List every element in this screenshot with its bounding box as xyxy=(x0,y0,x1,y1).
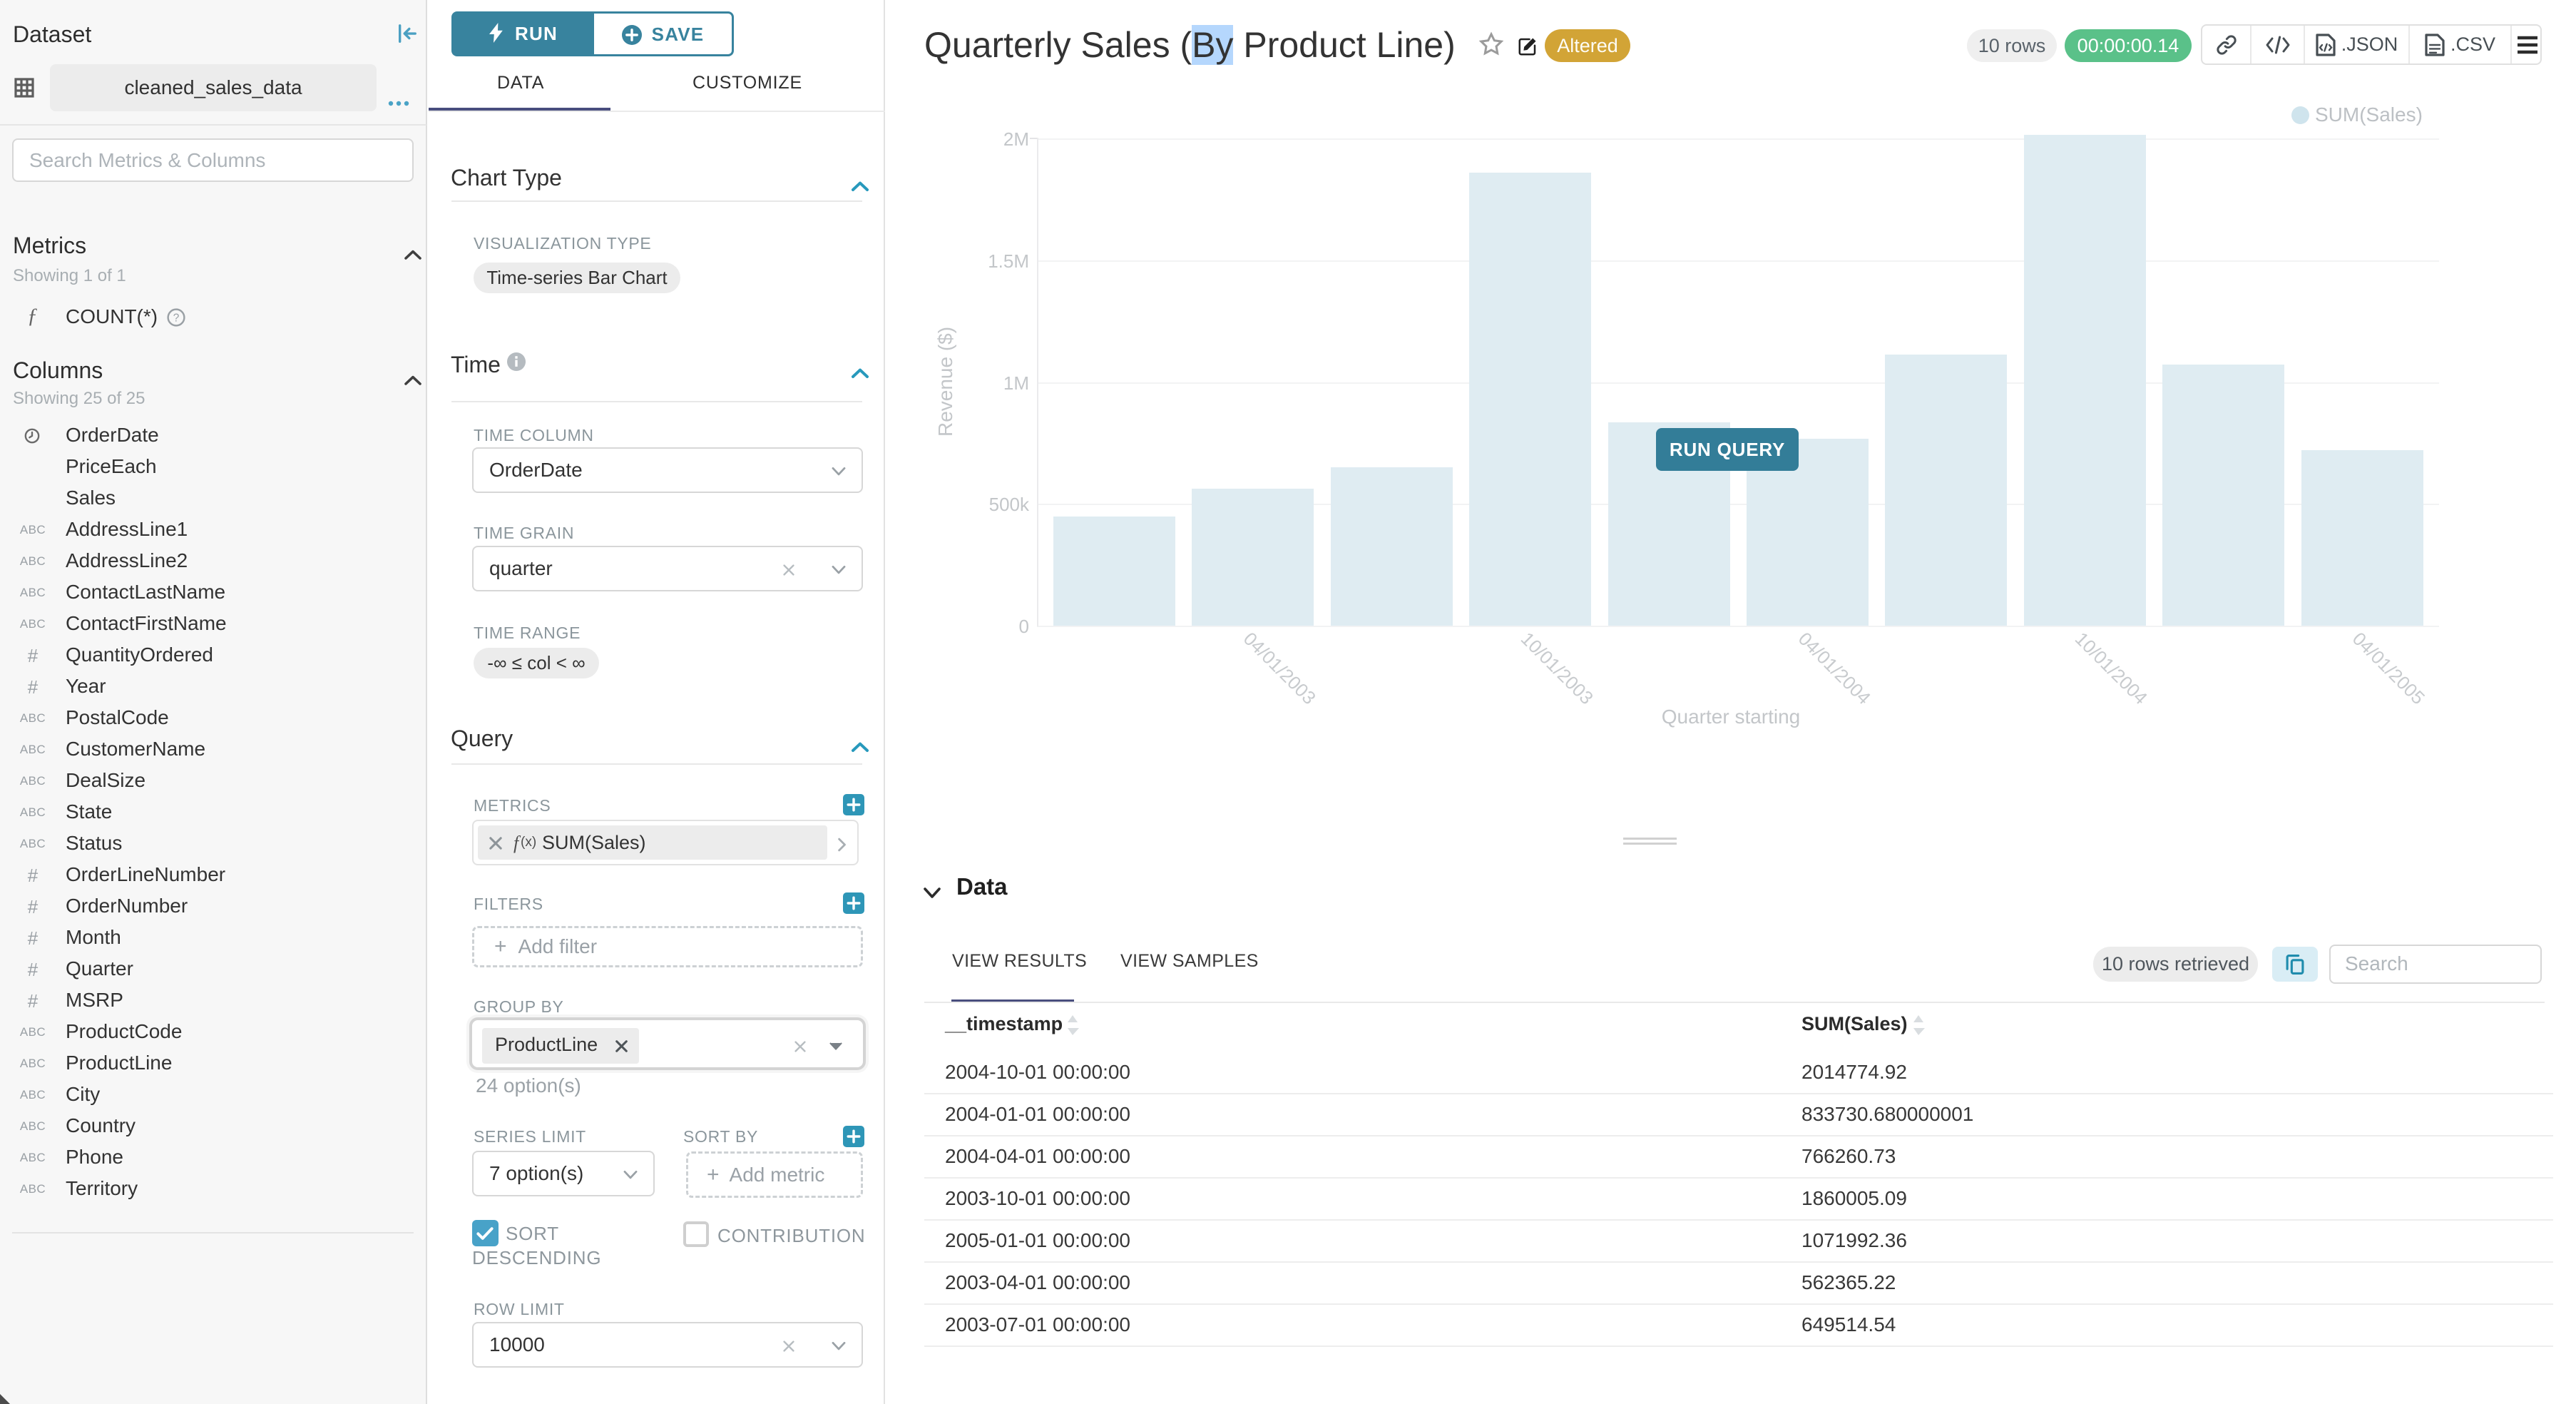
svg-text:?: ? xyxy=(173,312,180,325)
